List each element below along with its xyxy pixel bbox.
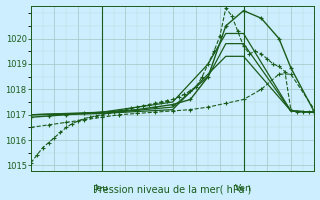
X-axis label: Pression niveau de la mer( hPa ): Pression niveau de la mer( hPa ) — [93, 184, 252, 194]
Text: Ven: Ven — [235, 184, 252, 193]
Text: Jeu: Jeu — [95, 184, 109, 193]
